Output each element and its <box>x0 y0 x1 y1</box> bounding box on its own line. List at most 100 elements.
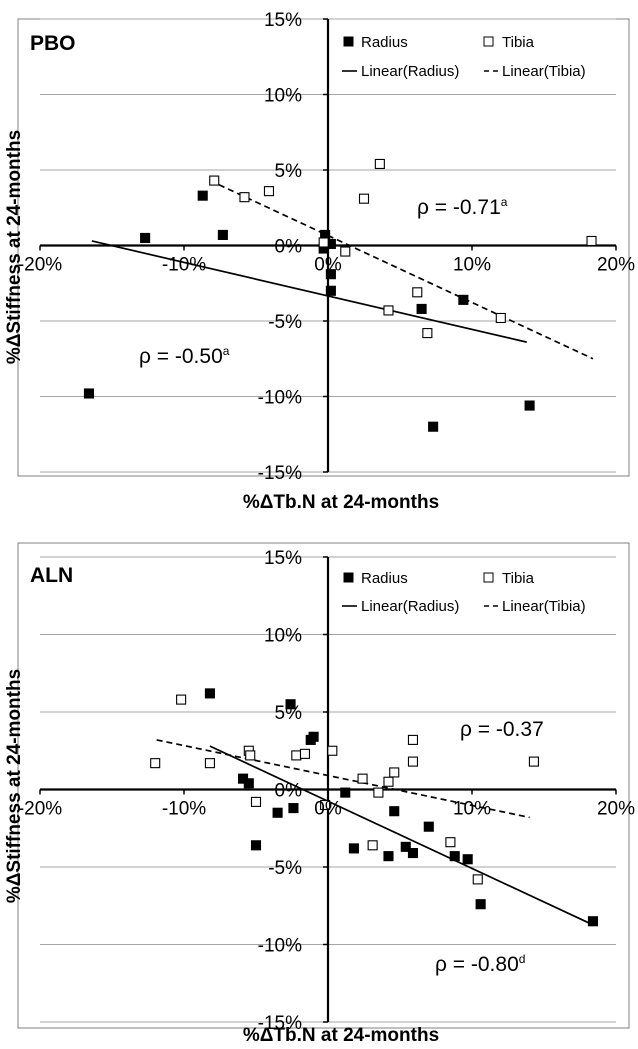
tibia-point <box>327 745 338 756</box>
tibia-point <box>383 776 394 787</box>
y-tick-label: 10% <box>264 626 302 647</box>
y-tick-label: -5% <box>268 312 302 333</box>
x-tick-labels: -20% -10% 0% 10% 20% <box>18 255 635 276</box>
tibia-point <box>407 734 419 745</box>
y-tick-label: -15% <box>258 463 302 484</box>
aln-chart: -15% -10% -5% 0% 5% 10% 15% -20% -10% 0% 10% 20% A… <box>4 542 635 1046</box>
radius-point <box>416 303 427 314</box>
tibia-point <box>250 796 262 807</box>
trendline-radius <box>209 745 589 924</box>
radius-point <box>325 285 336 296</box>
trendlines <box>156 739 589 924</box>
legend: Radius Tibia Linear(Radius) Linear(Tibia… <box>342 570 586 615</box>
tibia-point <box>291 750 302 761</box>
tibia-point <box>357 773 368 784</box>
y-tick-label: 15% <box>264 10 302 31</box>
y-tick-label: 10% <box>264 86 302 107</box>
rho-tibia-annotation: ρ = -0.37 <box>460 718 544 741</box>
y-tick-label: 0% <box>275 237 303 258</box>
legend-label-linear-radius: Linear(Radius) <box>361 63 459 80</box>
tibia-point <box>245 750 256 761</box>
trendline-tibia <box>156 739 530 819</box>
x-tick-label: -20% <box>18 799 62 820</box>
tibia-point <box>239 192 250 203</box>
y-tick-label: -10% <box>258 936 302 957</box>
trendline-tibia <box>209 179 594 360</box>
tibia-point <box>320 799 331 811</box>
legend-label-linear-radius: Linear(Radius) <box>361 598 459 615</box>
tibia-point <box>495 312 506 324</box>
legend-label-linear-tibia: Linear(Tibia) <box>502 63 586 80</box>
legend-marker-tibia <box>483 572 494 583</box>
radius-point <box>243 778 254 789</box>
rho-radius-annotation: ρ = -0.50a <box>139 344 230 368</box>
radius-point <box>250 840 262 851</box>
tibia-point <box>150 758 161 769</box>
trendlines <box>91 179 594 360</box>
tibia-point <box>209 175 220 186</box>
tibia-point <box>204 758 215 769</box>
radius-point <box>449 851 460 862</box>
tibia-point <box>299 748 311 759</box>
tibia-point <box>318 237 329 248</box>
radius-point <box>475 899 486 910</box>
data-points <box>83 158 597 432</box>
radius-point <box>524 400 535 411</box>
x-tick-label: 20% <box>597 799 635 820</box>
x-tick-label: 10% <box>453 255 491 276</box>
x-tick-label: -20% <box>18 255 62 276</box>
tibia-point <box>528 756 539 767</box>
legend: Radius Tibia Linear(Radius) Linear(Tibia… <box>342 34 586 80</box>
radius-point <box>308 731 319 742</box>
x-tick-label: -10% <box>162 799 206 820</box>
tibia-point <box>367 840 378 851</box>
tibia-point <box>340 246 351 257</box>
tibia-point <box>374 158 385 170</box>
legend-marker-radius <box>343 572 354 583</box>
radius-point <box>428 421 439 432</box>
y-axis-label: %ΔStiffness at 24-months <box>4 669 25 903</box>
x-tick-label: 0% <box>314 799 342 820</box>
radius-point <box>348 843 359 854</box>
radius-point <box>340 787 351 798</box>
pbo-chart: -15% -10% -5% 0% 5% 10% 15% -20% -10% 0% 10% 20% P… <box>4 10 635 513</box>
legend-label-radius: Radius <box>361 570 408 587</box>
x-tick-labels: -20% -10% 0% 10% 20% <box>18 799 635 820</box>
axes <box>39 556 617 1023</box>
y-tick-label: -5% <box>268 858 302 879</box>
radius-point <box>197 190 208 201</box>
data-points <box>150 688 599 927</box>
radius-point <box>204 688 215 699</box>
x-axis-label: %ΔTb.N at 24-months <box>243 492 439 513</box>
radius-point <box>587 916 599 927</box>
rho-tibia-annotation: ρ = -0.71a <box>417 195 508 219</box>
gridlines <box>40 18 616 473</box>
rho-radius-annotation: ρ = -0.80d <box>435 952 525 976</box>
tibia-point <box>383 305 394 316</box>
legend-marker-tibia <box>483 36 494 47</box>
radius-point <box>407 847 419 859</box>
radius-point <box>217 229 228 240</box>
tibia-point <box>373 787 384 798</box>
y-tick-label: 5% <box>275 703 303 724</box>
radius-point <box>325 269 336 280</box>
x-tick-label: 10% <box>453 799 491 820</box>
legend-marker-radius <box>343 36 354 47</box>
y-tick-label: 0% <box>275 781 303 802</box>
y-tick-label: -10% <box>258 388 302 409</box>
legend-label-linear-tibia: Linear(Tibia) <box>502 598 586 615</box>
radius-point <box>458 294 469 305</box>
tibia-point <box>422 328 433 339</box>
y-tick-label: -15% <box>258 1013 302 1034</box>
y-tick-labels: -15% -10% -5% 0% 5% 10% 15% <box>258 548 302 1034</box>
y-tick-label: 15% <box>264 548 302 569</box>
radius-point <box>400 841 411 852</box>
radius-point <box>285 699 296 710</box>
radius-point <box>389 806 400 817</box>
x-tick-label: 0% <box>314 255 342 276</box>
y-axis-label: %ΔStiffness at 24-months <box>4 130 25 364</box>
tibia-point <box>407 756 419 767</box>
radius-point <box>272 807 283 818</box>
radius-point <box>140 232 151 243</box>
